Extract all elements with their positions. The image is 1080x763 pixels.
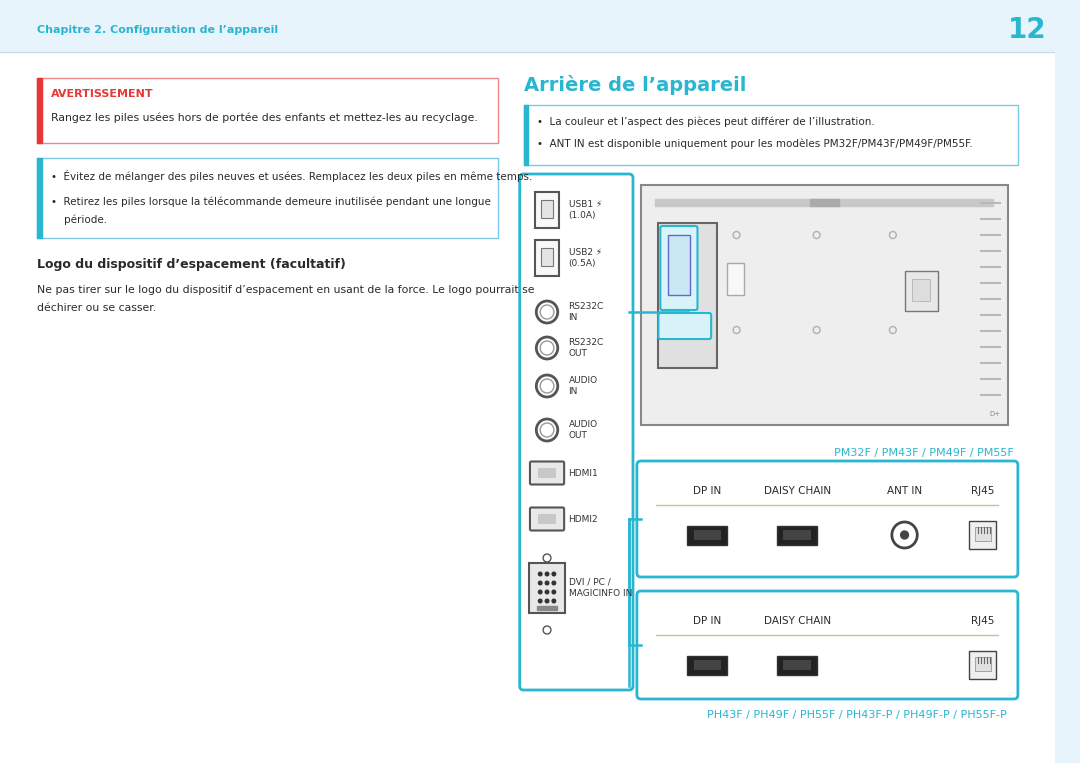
FancyBboxPatch shape: [687, 655, 727, 674]
Text: RJ45: RJ45: [971, 486, 995, 496]
Circle shape: [545, 599, 549, 603]
Bar: [37, 158, 498, 238]
Circle shape: [552, 591, 555, 594]
Text: DP IN: DP IN: [693, 616, 721, 626]
FancyBboxPatch shape: [536, 240, 558, 276]
Text: RJ45: RJ45: [971, 616, 995, 626]
Bar: [537, 606, 557, 610]
FancyBboxPatch shape: [660, 226, 698, 310]
Text: AVERTISSEMENT: AVERTISSEMENT: [51, 89, 153, 99]
FancyBboxPatch shape: [529, 563, 565, 613]
Text: DP IN: DP IN: [693, 486, 721, 496]
Bar: [727, 263, 744, 295]
Text: 12: 12: [1009, 16, 1047, 44]
Bar: [693, 660, 721, 670]
Bar: [913, 279, 930, 301]
Text: Rangez les piles usées hors de portée des enfants et mettez-les au recyclage.: Rangez les piles usées hors de portée de…: [51, 113, 477, 124]
FancyBboxPatch shape: [687, 526, 727, 545]
Text: •  Retirez les piles lorsque la télécommande demeure inutilisée pendant une long: • Retirez les piles lorsque la télécomma…: [51, 197, 490, 208]
Circle shape: [545, 591, 549, 594]
Circle shape: [552, 599, 555, 603]
Bar: [37, 78, 42, 143]
FancyBboxPatch shape: [969, 651, 997, 679]
FancyBboxPatch shape: [530, 507, 564, 530]
Bar: [541, 248, 553, 266]
Text: USB1 ⚡
(1.0A): USB1 ⚡ (1.0A): [568, 200, 602, 221]
Bar: [810, 199, 839, 206]
Bar: [783, 660, 811, 670]
FancyBboxPatch shape: [637, 461, 1017, 577]
Text: Logo du dispositif d’espacement (facultatif): Logo du dispositif d’espacement (faculta…: [37, 257, 346, 271]
Circle shape: [539, 572, 542, 576]
Bar: [656, 199, 994, 206]
FancyBboxPatch shape: [530, 462, 564, 485]
Text: Ne pas tirer sur le logo du dispositif d’espacement en usant de la force. Le log: Ne pas tirer sur le logo du dispositif d…: [37, 285, 535, 295]
Bar: [524, 105, 528, 165]
Text: DAISY CHAIN: DAISY CHAIN: [764, 616, 831, 626]
Text: PH43F / PH49F / PH55F / PH43F-P / PH49F-P / PH55F-P: PH43F / PH49F / PH55F / PH43F-P / PH49F-…: [706, 710, 1007, 720]
Text: •  ANT IN est disponible uniquement pour les modèles PM32F/PM43F/PM49F/PM55F.: • ANT IN est disponible uniquement pour …: [537, 139, 973, 150]
Bar: [783, 530, 811, 540]
Bar: [0, 0, 1055, 52]
FancyBboxPatch shape: [519, 174, 633, 690]
Bar: [975, 657, 990, 671]
Circle shape: [901, 531, 908, 539]
Text: Arrière de l’appareil: Arrière de l’appareil: [524, 75, 746, 95]
Bar: [524, 105, 1017, 165]
Bar: [693, 530, 721, 540]
Bar: [538, 514, 556, 524]
Circle shape: [539, 599, 542, 603]
FancyBboxPatch shape: [778, 526, 818, 545]
Text: Chapitre 2. Configuration de l’appareil: Chapitre 2. Configuration de l’appareil: [37, 25, 279, 35]
Bar: [37, 78, 498, 143]
Circle shape: [552, 581, 555, 584]
Bar: [640, 185, 1008, 425]
Circle shape: [539, 591, 542, 594]
FancyBboxPatch shape: [905, 271, 937, 311]
Circle shape: [545, 572, 549, 576]
Text: AUDIO
IN: AUDIO IN: [568, 375, 597, 397]
Text: D+: D+: [989, 411, 1000, 417]
FancyBboxPatch shape: [969, 521, 997, 549]
Text: PM32F / PM43F / PM49F / PM55F: PM32F / PM43F / PM49F / PM55F: [834, 448, 1014, 458]
Text: •  La couleur et l’aspect des pièces peut différer de l’illustration.: • La couleur et l’aspect des pièces peut…: [537, 117, 875, 127]
Text: AUDIO
OUT: AUDIO OUT: [568, 420, 597, 440]
Bar: [538, 468, 556, 478]
FancyBboxPatch shape: [778, 655, 818, 674]
Text: USB2 ⚡
(0.5A): USB2 ⚡ (0.5A): [568, 248, 602, 269]
Bar: [975, 527, 990, 541]
Circle shape: [539, 581, 542, 584]
FancyBboxPatch shape: [536, 192, 558, 228]
Bar: [669, 235, 690, 295]
FancyBboxPatch shape: [659, 313, 711, 339]
Text: DVI / PC /
MAGICINFO IN: DVI / PC / MAGICINFO IN: [568, 578, 632, 598]
Bar: [659, 223, 717, 368]
Circle shape: [552, 572, 555, 576]
Text: •  Évitez de mélanger des piles neuves et usées. Remplacez les deux piles en mêm: • Évitez de mélanger des piles neuves et…: [51, 170, 532, 182]
Circle shape: [545, 581, 549, 584]
Text: ANT IN: ANT IN: [887, 486, 922, 496]
Text: RS232C
OUT: RS232C OUT: [568, 337, 604, 359]
Text: HDMI2: HDMI2: [568, 514, 598, 523]
Text: RS232C
IN: RS232C IN: [568, 301, 604, 323]
Text: HDMI1: HDMI1: [568, 468, 598, 478]
Text: déchirer ou se casser.: déchirer ou se casser.: [37, 303, 157, 313]
Text: période.: période.: [51, 214, 107, 225]
FancyBboxPatch shape: [637, 591, 1017, 699]
Text: DAISY CHAIN: DAISY CHAIN: [764, 486, 831, 496]
Bar: [37, 158, 42, 238]
Bar: [541, 200, 553, 218]
